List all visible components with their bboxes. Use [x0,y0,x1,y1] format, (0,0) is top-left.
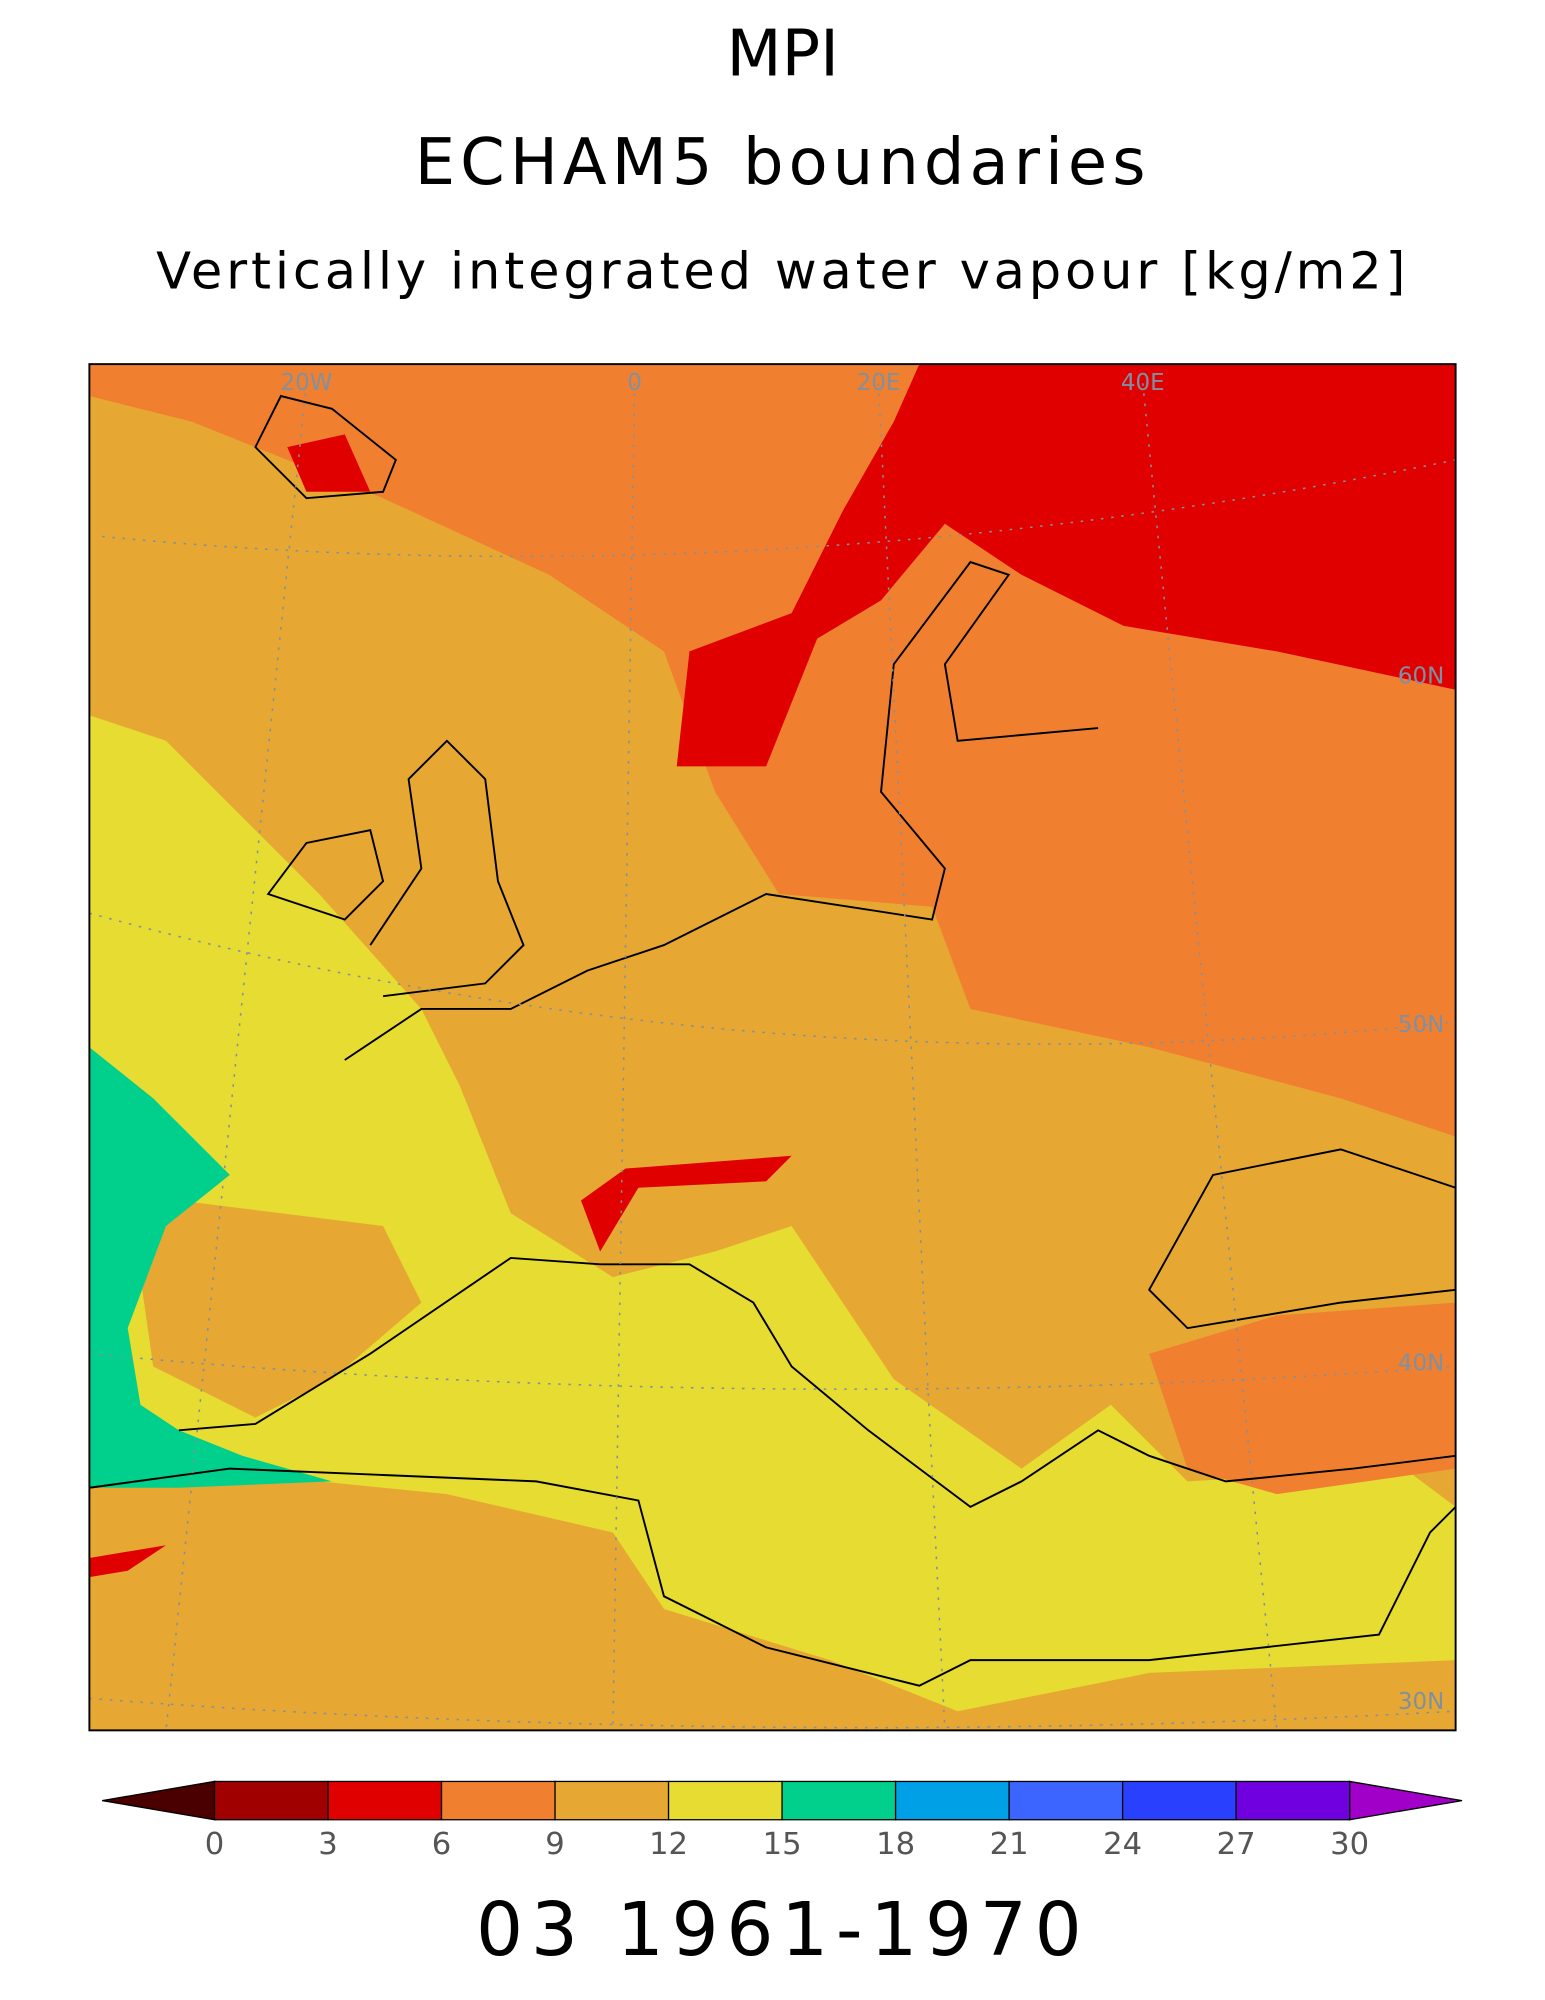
grid-label: 40E [1121,370,1165,396]
colorbar-segment [1008,1780,1124,1821]
title: MPI [727,17,839,91]
grid-label: 0 [627,370,642,396]
subtitle: ECHAM5 boundaries [415,126,1151,200]
grid-label: 40N [1398,1350,1444,1376]
period-label: 03 1961-1970 [476,1887,1089,1973]
colorbar-segment [327,1780,443,1821]
colorbar-segment [1121,1780,1237,1821]
variable-label: Vertically integrated water vapour [kg/m… [156,243,1409,302]
grid-label: 30N [1398,1689,1444,1715]
colorbar-tick-label: 12 [649,1827,688,1862]
colorbar-tick-label: 3 [318,1827,338,1862]
grid-labels: 20W 0 20E 40E 60N 50N 40N 30N [280,370,1444,1715]
colorbar-over [1349,1780,1463,1821]
field-region [1149,1302,1456,1495]
grid-label: 20E [857,370,901,396]
colorbar-segment [781,1780,897,1821]
colorbar-segment [554,1780,670,1821]
colorbar-tick-label: 21 [990,1827,1029,1862]
colorbar-tick-label: 0 [205,1827,225,1862]
colorbar-segment [440,1780,556,1821]
colorbar-tick-label: 30 [1330,1827,1369,1862]
field-region [89,715,1456,1712]
colorbar-segment [1235,1780,1351,1821]
colorbar-segment [894,1780,1010,1821]
colorbar-segment [213,1780,329,1821]
colorbar-tick-label: 18 [876,1827,915,1862]
map-frame [88,363,1457,1732]
field-region [287,434,371,492]
field-region [89,1545,166,1578]
colorbar-tick-label: 15 [763,1827,802,1862]
colorbar: 0 3 6 9 12 15 18 21 24 27 30 [102,1780,1463,1862]
colorbar-tick-label: 24 [1103,1827,1142,1862]
colorbar-under [102,1780,216,1821]
colorbar-tick-label: 6 [432,1827,452,1862]
field-region [676,364,1456,767]
grid-label: 20W [280,370,332,396]
colorbar-tick-label: 27 [1217,1827,1256,1862]
colorbar-tick-label: 9 [545,1827,565,1862]
colorbar-segment [667,1780,783,1821]
field-region [89,1047,332,1488]
field-region [580,1155,792,1252]
graticule [89,383,1456,1731]
grid-label: 50N [1398,1012,1444,1038]
map-field [89,364,1456,1731]
field-region [140,1200,422,1418]
grid-label: 60N [1398,663,1444,689]
coastline [89,394,1456,1687]
